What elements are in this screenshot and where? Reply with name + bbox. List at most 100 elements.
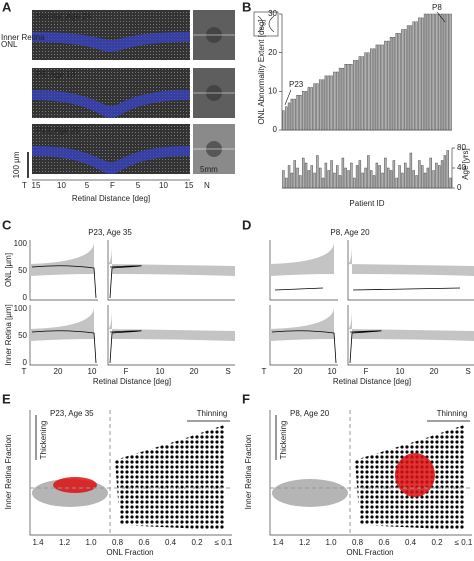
age-bar bbox=[412, 170, 415, 189]
gray-cloud bbox=[272, 479, 348, 507]
panel-title: P8, Age 20 bbox=[290, 409, 330, 418]
y-tick-label: 0 bbox=[273, 125, 278, 134]
bar bbox=[330, 75, 333, 131]
bar bbox=[344, 64, 347, 131]
normal-range bbox=[348, 307, 474, 341]
age-bar bbox=[316, 155, 319, 189]
age-bar bbox=[404, 162, 407, 189]
panel-letter: A bbox=[2, 0, 12, 14]
axis bbox=[281, 14, 452, 131]
age-bar bbox=[327, 170, 330, 189]
axis bbox=[29, 305, 98, 366]
age-bar bbox=[319, 167, 322, 189]
bar bbox=[398, 33, 401, 131]
y-axis-label: Inner Retina Fraction bbox=[244, 435, 253, 510]
bar bbox=[353, 60, 356, 131]
y-axis-label: ONL Abnormality Extent [deg] bbox=[257, 19, 266, 124]
x-tick-label: S bbox=[465, 367, 470, 376]
x-tick-label: F bbox=[364, 367, 369, 376]
age-bar bbox=[364, 167, 367, 189]
x-tick-label: 10 bbox=[57, 181, 66, 190]
bar bbox=[423, 13, 427, 131]
x-tick-label: 1.2 bbox=[59, 538, 71, 547]
y-axis-label: Inner Retina [µm] bbox=[4, 304, 13, 366]
bar bbox=[401, 29, 404, 131]
age-bar bbox=[387, 167, 390, 189]
age-bar bbox=[353, 177, 356, 189]
bar bbox=[350, 64, 353, 131]
patient-trace bbox=[271, 330, 337, 364]
bar bbox=[370, 48, 373, 131]
x-tick-label: 1.0 bbox=[85, 538, 97, 547]
y2-tick-label: 0 bbox=[457, 183, 462, 192]
patient-trace bbox=[352, 287, 461, 291]
bar bbox=[316, 83, 319, 131]
x-tick-label: 10 bbox=[328, 367, 337, 376]
x-tick-label: 5 bbox=[85, 181, 90, 190]
point-cloud bbox=[115, 425, 224, 530]
annotation: Thickening bbox=[279, 421, 288, 460]
y-tick-label: 100 bbox=[14, 239, 28, 248]
age-bar bbox=[341, 157, 345, 189]
x-axis-label: ONL Fraction bbox=[346, 548, 393, 556]
bar bbox=[347, 64, 350, 131]
x-tick-label: F bbox=[110, 181, 115, 190]
normal-range bbox=[30, 307, 94, 341]
age-bar bbox=[307, 170, 311, 189]
y2-tick-label: 40 bbox=[457, 163, 466, 172]
bar bbox=[313, 83, 316, 131]
axis-end: T bbox=[22, 181, 27, 190]
row-title: P13, Age 25 bbox=[36, 126, 80, 135]
x-tick-label: 20 bbox=[430, 367, 439, 376]
bar bbox=[367, 52, 370, 131]
age-bar bbox=[372, 175, 376, 189]
x-tick-label: 1.4 bbox=[32, 538, 44, 547]
x-tick-label: 0.8 bbox=[112, 538, 124, 547]
x-tick-label: 20 bbox=[190, 367, 199, 376]
bar bbox=[282, 110, 285, 131]
bar bbox=[327, 75, 330, 131]
callout-arrow bbox=[284, 89, 292, 105]
age-bar bbox=[446, 150, 449, 189]
x-tick-label: ≤ 0.1 bbox=[455, 538, 473, 547]
bar bbox=[375, 44, 379, 131]
bar bbox=[358, 56, 362, 131]
x-tick-label: 0.2 bbox=[191, 538, 203, 547]
bar bbox=[319, 79, 322, 131]
layer-label: ONL bbox=[1, 40, 18, 49]
x-tick-label: 20 bbox=[294, 367, 303, 376]
bar bbox=[296, 94, 299, 131]
age-bar bbox=[401, 172, 404, 189]
age-bar bbox=[370, 170, 373, 189]
age-bar bbox=[299, 175, 302, 189]
axis bbox=[269, 410, 472, 536]
age-bar bbox=[321, 177, 325, 189]
bar bbox=[321, 79, 325, 131]
y-tick-label: 20 bbox=[268, 48, 277, 57]
age-bar bbox=[310, 165, 313, 189]
bar bbox=[440, 13, 444, 131]
axis bbox=[107, 305, 235, 366]
bar bbox=[421, 17, 424, 131]
scale-label: 5mm bbox=[200, 165, 218, 174]
bar bbox=[409, 25, 413, 131]
patient-trace bbox=[31, 265, 97, 299]
age-bar bbox=[338, 175, 342, 189]
y-tick-label: 100 bbox=[14, 304, 28, 313]
age-bar bbox=[406, 167, 410, 189]
panel-letter: C bbox=[2, 217, 12, 232]
bar bbox=[355, 60, 359, 131]
x-tick-label: 0.6 bbox=[138, 538, 150, 547]
panel-letter: F bbox=[242, 391, 250, 406]
age-bar bbox=[290, 172, 294, 189]
bar bbox=[415, 21, 418, 131]
retina-band bbox=[32, 90, 190, 118]
x-tick-label: 0.8 bbox=[352, 538, 364, 547]
x-tick-label: F bbox=[124, 367, 129, 376]
panel-title: P8, Age 20 bbox=[330, 228, 370, 237]
x-tick-label: 0.6 bbox=[378, 538, 390, 547]
patient-trace bbox=[31, 330, 97, 364]
age-bar bbox=[293, 160, 296, 189]
bar bbox=[438, 13, 441, 131]
bar bbox=[418, 17, 421, 131]
